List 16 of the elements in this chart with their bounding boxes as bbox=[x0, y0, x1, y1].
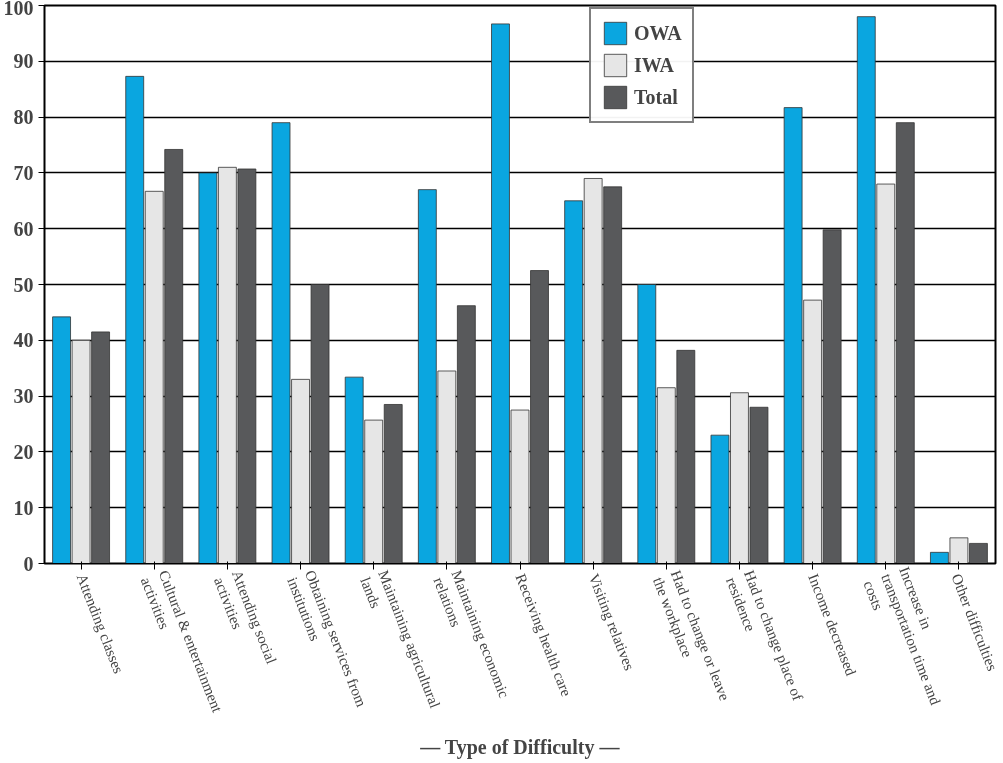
y-tick-label: 0 bbox=[23, 552, 34, 575]
y-tick-label: 20 bbox=[13, 440, 34, 463]
legend-label: Total bbox=[634, 85, 678, 109]
y-tick-label: 90 bbox=[13, 50, 34, 73]
y-tick-label: 70 bbox=[13, 161, 34, 184]
legend-label: IWA bbox=[634, 53, 675, 77]
x-tick-label: Visiting relatives bbox=[585, 571, 638, 673]
y-tick-label: 40 bbox=[13, 329, 34, 352]
y-tick-label: 80 bbox=[13, 106, 34, 129]
x-axis-title: — Type of Difficulty — bbox=[419, 735, 621, 759]
y-tick-label: 100 bbox=[3, 0, 34, 19]
y-tick-label: 60 bbox=[13, 217, 34, 240]
y-tick-label: 50 bbox=[13, 273, 34, 296]
y-tick-label: 10 bbox=[13, 496, 34, 519]
legend-label: OWA bbox=[634, 21, 682, 45]
y-tick-label: 30 bbox=[13, 385, 34, 408]
